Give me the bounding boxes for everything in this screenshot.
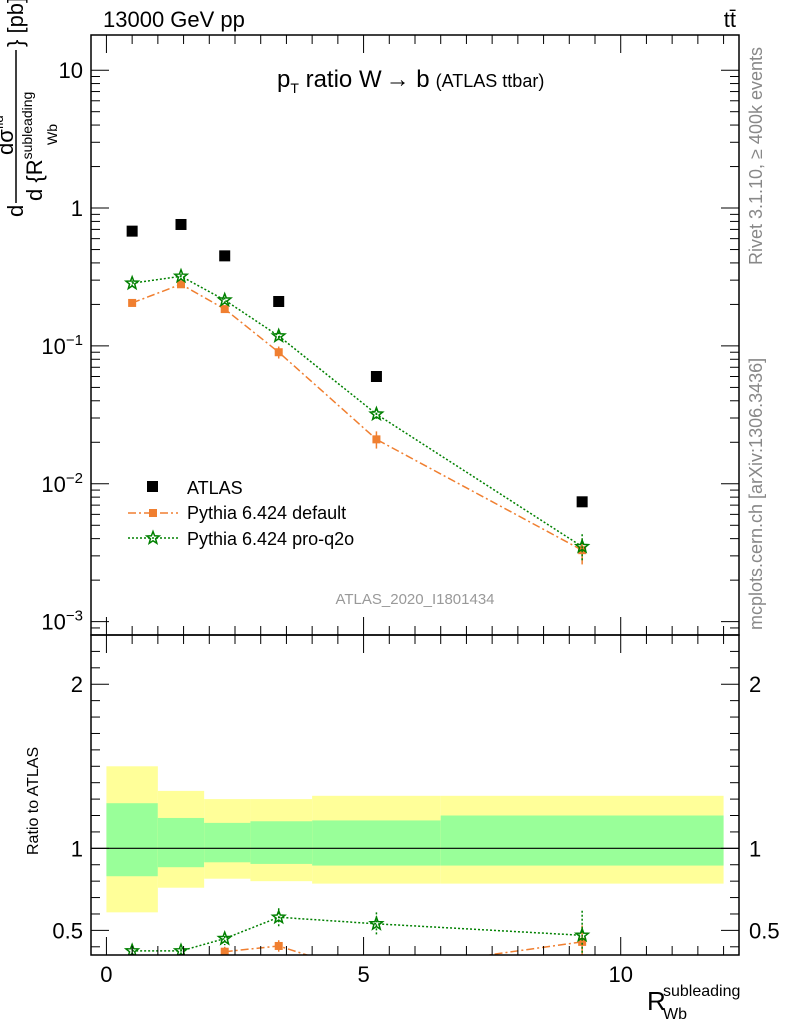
- mcplots-label: mcplots.cern.ch [arXiv:1306.3436]: [746, 358, 766, 630]
- main-title: pT ratio W → b (ATLAS ttbar): [277, 66, 544, 96]
- point-atlas: [126, 225, 138, 237]
- uncertainty-band-stat: [157, 817, 205, 868]
- ratio-y-tick-label: 0.5: [52, 918, 83, 943]
- legend: ATLAS Pythia 6.424 default Pythia 6.424 …: [128, 478, 354, 549]
- point-atlas: [273, 295, 285, 307]
- point-pythia-default: [372, 435, 381, 444]
- ratio-y-tick-label-right: 1: [749, 836, 761, 861]
- y-tick-label: 10−1: [41, 332, 83, 359]
- ratio-ylabel: Ratio to ATLAS: [25, 747, 42, 855]
- y-tick-label: 10−3: [41, 608, 83, 635]
- legend-item-pythia-proq2o: Pythia 6.424 pro-q2o: [128, 529, 354, 549]
- point-pythia-proq2o: [172, 267, 190, 284]
- series-line-pythia-proq2o: [132, 275, 583, 548]
- point-atlas: [175, 218, 187, 230]
- uncertainty-band-stat: [312, 820, 441, 866]
- uncertainty-band-stat: [106, 803, 158, 877]
- energy-label: 13000 GeV pp: [103, 7, 245, 32]
- ratio-point-pythia-proq2o: [270, 908, 287, 925]
- x-tick-label: 0: [100, 962, 112, 987]
- point-pythia-proq2o: [573, 537, 591, 554]
- ratio-point-pythia-proq2o: [368, 915, 385, 931]
- ratio-point-pythia-default: [274, 941, 283, 950]
- point-pythia-proq2o: [216, 291, 233, 308]
- process-label: tt̄: [724, 7, 736, 32]
- uncertainty-band-stat: [204, 822, 251, 863]
- ratio-point-pythia-proq2o: [172, 942, 190, 955]
- svg-text:d: d: [3, 205, 28, 217]
- point-pythia-proq2o: [368, 405, 385, 422]
- y-tick-label: 1: [71, 196, 83, 221]
- main-panel: 10−3 10−2 10−1 1 10 pT ratio W → b (ATLAS ttba…: [0, 0, 740, 636]
- x-tick-label: 10: [608, 962, 632, 987]
- svg-text:Pythia 6.424 pro-q2o: Pythia 6.424 pro-q2o: [187, 529, 354, 549]
- ratio-point-pythia-proq2o: [216, 929, 233, 946]
- point-atlas: [219, 250, 231, 262]
- svg-text:Pythia 6.424 default: Pythia 6.424 default: [187, 503, 346, 523]
- point-pythia-default: [220, 305, 229, 314]
- point-atlas: [576, 496, 588, 508]
- ratio-point-pythia-proq2o: [573, 926, 591, 943]
- point-pythia-default: [128, 298, 137, 307]
- legend-star-marker: [144, 529, 162, 545]
- legend-item-atlas: ATLAS: [147, 478, 243, 498]
- uncertainty-band-stat: [250, 821, 313, 864]
- svg-text:d {Rsubleading: d {Rsubleading: [19, 92, 47, 201]
- point-pythia-default: [177, 280, 185, 289]
- svg-text:} [pb]: } [pb]: [3, 0, 28, 47]
- ratio-y-tick-label-right: 0.5: [749, 918, 780, 943]
- ratio-point-pythia-default: [578, 937, 587, 946]
- rivet-label: Rivet 3.1.10, ≥ 400k events: [746, 47, 766, 265]
- svg-text:Wb: Wb: [663, 1006, 687, 1023]
- y-tick-label: 10−2: [41, 470, 83, 497]
- x-tick-label: 5: [357, 962, 369, 987]
- svg-text:Wb: Wb: [44, 124, 60, 145]
- y-tick-label: 10: [59, 58, 83, 83]
- ratio-y-tick-label: 2: [71, 672, 83, 697]
- legend-item-pythia-default: Pythia 6.424 default: [128, 503, 346, 523]
- ratio-y-tick-label: 1: [71, 836, 83, 861]
- main-ylabel: d dσfid d {Rsubleading Wb } [pb]: [0, 0, 60, 217]
- point-pythia-proq2o: [123, 274, 141, 291]
- ratio-line-pythia-proq2o: [132, 916, 583, 952]
- svg-text:subleading: subleading: [663, 983, 740, 1000]
- svg-text:R: R: [647, 986, 666, 1016]
- point-atlas: [370, 371, 382, 383]
- svg-text:ATLAS: ATLAS: [187, 478, 243, 498]
- series-line-pythia-default: [131, 283, 583, 551]
- watermark: ATLAS_2020_I1801434: [335, 591, 494, 608]
- ratio-panel: 0.5 0.5 1 1 2 2 0 5 10 Ratio to ATLAS R subleadi…: [25, 634, 780, 1023]
- ratio-point-pythia-default: [220, 947, 229, 955]
- uncertainty-band-stat: [440, 815, 724, 866]
- svg-text:dσfid: dσfid: [0, 115, 18, 155]
- point-pythia-default: [274, 348, 283, 357]
- point-pythia-proq2o: [270, 327, 287, 343]
- ratio-y-tick-label-right: 2: [749, 672, 761, 697]
- ratio-xlabel: R subleading Wb: [647, 983, 740, 1023]
